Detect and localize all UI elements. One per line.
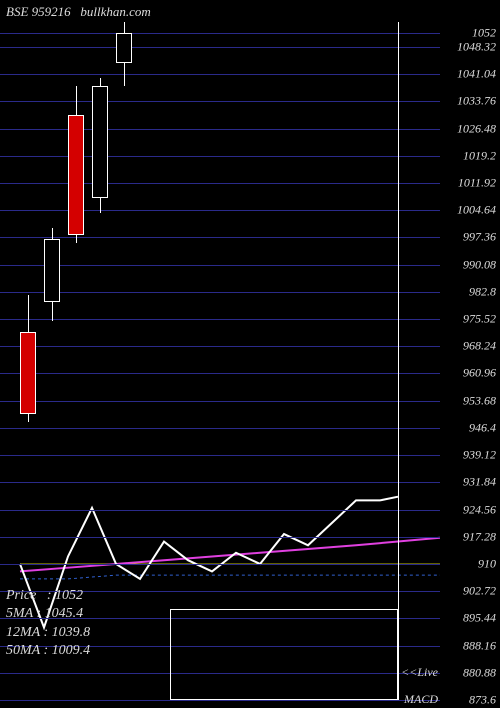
y-tick-label: 1004.64 [457, 203, 496, 218]
price-label: Price [6, 588, 36, 603]
indicator-line [20, 538, 440, 572]
y-tick-label: 953.68 [463, 393, 496, 408]
candle-body [68, 115, 84, 235]
live-label: <<Live [401, 665, 438, 680]
y-tick-label: 1026.48 [457, 121, 496, 136]
y-tick-label: 917.28 [463, 529, 496, 544]
candle-body [92, 86, 108, 198]
info-box: Price : 1052 5MA : 1045.4 12MA : 1039.8 … [6, 587, 90, 660]
gridline [0, 156, 440, 157]
y-tick-label: 931.84 [463, 475, 496, 490]
y-tick-label: 946.4 [469, 420, 496, 435]
y-tick-label: 924.56 [463, 502, 496, 517]
gridline [0, 564, 440, 565]
gridline [0, 482, 440, 483]
candle-body [116, 33, 132, 63]
y-tick-label: 873.6 [469, 693, 496, 708]
ma12-label: 12MA [6, 625, 40, 640]
ma5-value: 1045.4 [45, 606, 84, 621]
gridline [0, 346, 440, 347]
ma50-label: 50MA [6, 643, 40, 658]
y-tick-label: 1052 [472, 26, 496, 41]
y-tick-label: 997.36 [463, 230, 496, 245]
y-tick-label: 1011.92 [458, 176, 496, 191]
gridline [0, 129, 440, 130]
y-tick-label: 910 [478, 556, 496, 571]
gridline [0, 101, 440, 102]
macd-box [170, 609, 398, 700]
price-value: 1052 [55, 588, 83, 603]
candle-body [20, 332, 36, 414]
candle-body [44, 239, 60, 303]
y-tick-label: 1048.32 [457, 39, 496, 54]
y-tick-label: 902.72 [463, 584, 496, 599]
y-tick-label: 1041.04 [457, 67, 496, 82]
gridline [0, 237, 440, 238]
y-tick-label: 939.12 [463, 448, 496, 463]
gridline [0, 265, 440, 266]
gridline [0, 455, 440, 456]
cursor-line [398, 22, 399, 700]
y-axis: 10521048.32 1041.04 1033.76 1026.48 1019.2 10… [440, 22, 500, 700]
gridline [0, 47, 440, 48]
gridline [0, 510, 440, 511]
gridline [0, 319, 440, 320]
ma50-value: 1009.4 [52, 643, 91, 658]
gridline [0, 33, 440, 34]
gridline [0, 183, 440, 184]
y-tick-label: 880.88 [463, 665, 496, 680]
y-tick-label: 990.08 [463, 257, 496, 272]
ma5-label: 5MA [6, 606, 33, 621]
gridline [0, 700, 440, 701]
y-tick-label: 975.52 [463, 312, 496, 327]
gridline [0, 401, 440, 402]
gridline [0, 210, 440, 211]
exchange-label: BSE [6, 4, 28, 19]
y-tick-label: 888.16 [463, 638, 496, 653]
chart-header: BSE 959216 bullkhan.com [6, 4, 151, 20]
gridline [0, 292, 440, 293]
gridline [0, 373, 440, 374]
indicator-line [20, 575, 440, 579]
gridline [0, 537, 440, 538]
y-tick-label: 895.44 [463, 611, 496, 626]
site-label: bullkhan.com [80, 4, 150, 19]
ma12-value: 1039.8 [52, 625, 91, 640]
symbol-label: 959216 [32, 4, 71, 19]
y-tick-label: 1033.76 [457, 94, 496, 109]
gridline [0, 74, 440, 75]
y-tick-label: 960.96 [463, 366, 496, 381]
y-tick-label: 1019.2 [463, 148, 496, 163]
y-tick-label: 982.8 [469, 284, 496, 299]
gridline [0, 428, 440, 429]
y-tick-label: 968.24 [463, 339, 496, 354]
